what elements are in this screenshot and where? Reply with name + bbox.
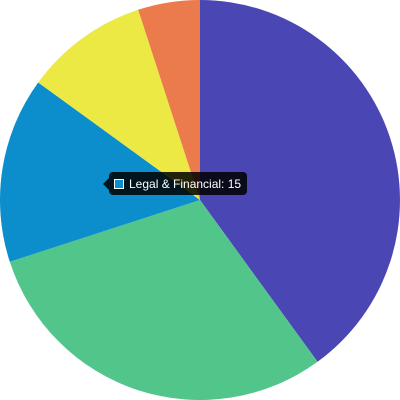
pie-slice-4[interactable] [38, 9, 201, 200]
pie-slice-5[interactable] [138, 0, 200, 200]
pie-slice-1[interactable] [200, 0, 400, 362]
tooltip: Legal & Financial: 15 [102, 172, 248, 195]
tooltip-swatch [114, 178, 124, 189]
pie-slice-3[interactable] [0, 82, 200, 262]
tooltip-label: Legal & Financial: 15 [129, 176, 242, 191]
pie-slice-2[interactable] [9, 200, 318, 400]
